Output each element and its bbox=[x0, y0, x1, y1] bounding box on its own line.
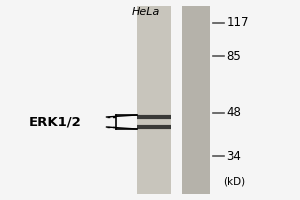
Bar bbox=[182, 6, 210, 194]
Text: 34: 34 bbox=[226, 150, 242, 162]
Text: (kD): (kD) bbox=[224, 177, 246, 187]
Text: 117: 117 bbox=[226, 17, 249, 29]
Text: 48: 48 bbox=[226, 106, 242, 119]
Text: 85: 85 bbox=[226, 49, 241, 62]
Text: HeLa: HeLa bbox=[131, 7, 160, 17]
Text: ERK1/2: ERK1/2 bbox=[28, 116, 81, 129]
Bar bbox=[136, 6, 171, 194]
